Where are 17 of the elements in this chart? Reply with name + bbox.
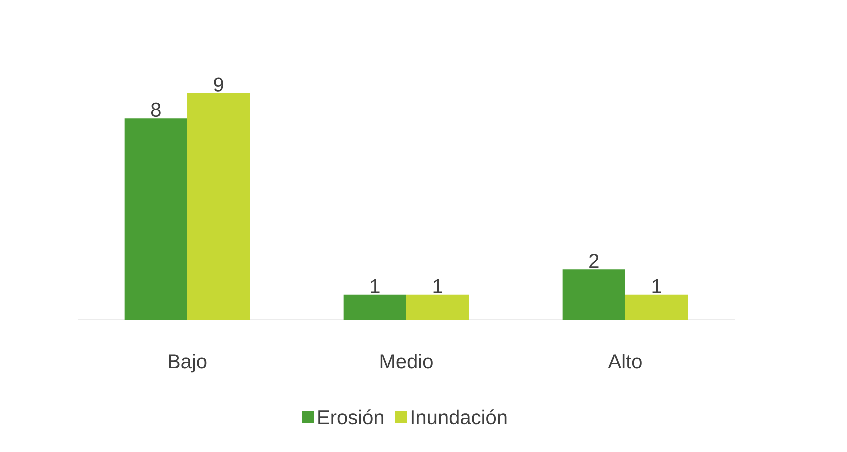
legend-label: Erosión bbox=[318, 410, 384, 425]
bar bbox=[124, 118, 188, 320]
x-tick-label: Alto bbox=[608, 354, 642, 369]
legend-label: Inundación bbox=[412, 410, 507, 425]
data-label: 9 bbox=[214, 78, 224, 92]
bar bbox=[188, 94, 250, 320]
x-tick-label: Medio bbox=[380, 354, 433, 369]
data-label: 1 bbox=[652, 279, 662, 294]
data-label: 8 bbox=[151, 102, 161, 118]
data-label: 1 bbox=[434, 279, 442, 294]
x-tick-label: Bajo bbox=[169, 354, 207, 373]
bar bbox=[344, 294, 406, 320]
data-label: 2 bbox=[590, 254, 599, 268]
bar bbox=[406, 294, 470, 320]
bar bbox=[625, 294, 688, 320]
bar bbox=[562, 270, 626, 320]
data-label: 1 bbox=[371, 279, 380, 294]
